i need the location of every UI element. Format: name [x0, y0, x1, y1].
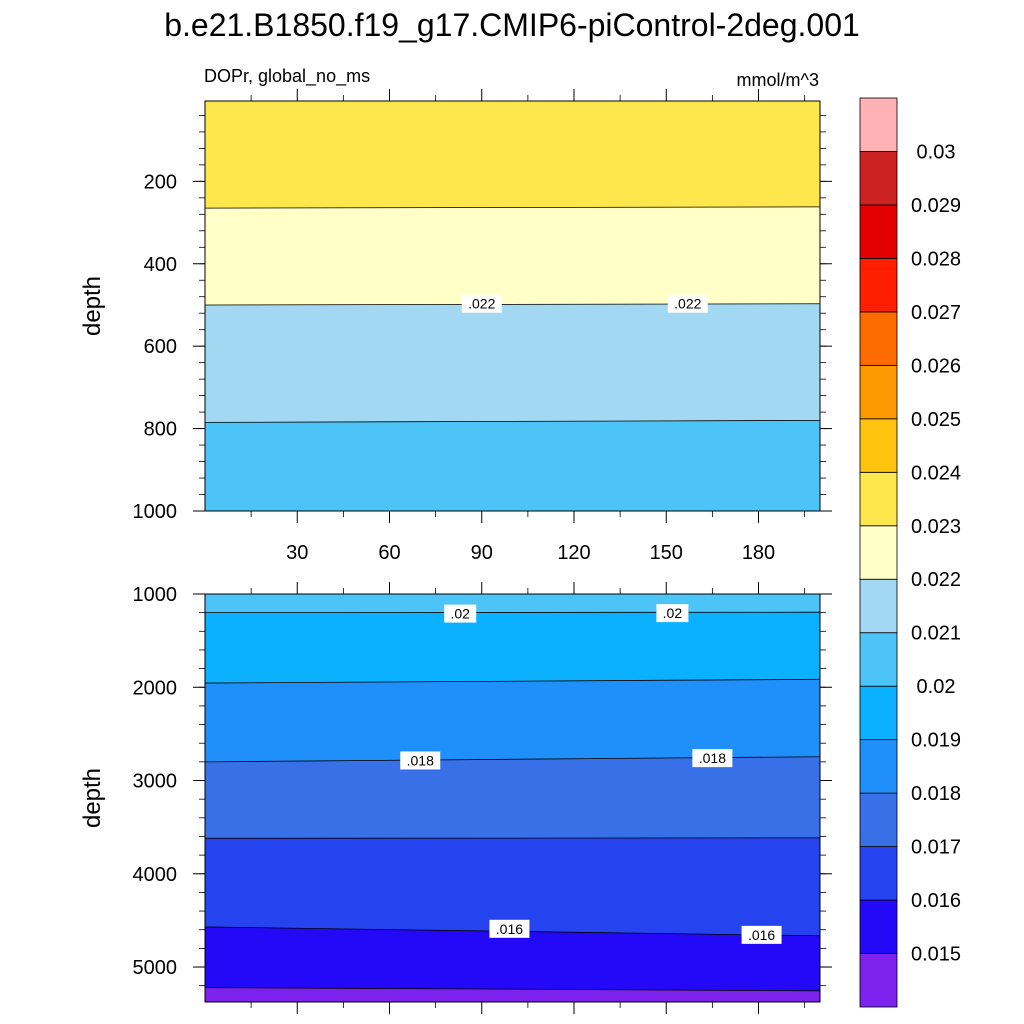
- y-tick-label: 400: [144, 254, 177, 276]
- upper-depth-panel: 200 400 600 800 1000 30 60 90 120 150 180 depth .022…: [79, 89, 832, 564]
- colorbar-label: 0.03: [917, 141, 956, 163]
- contour-label: .022: [461, 294, 502, 313]
- colorbar-label: 0.026: [911, 355, 961, 377]
- y-tick-label: 800: [144, 419, 177, 441]
- colorbar-label: 0.017: [911, 837, 961, 859]
- colorbar-label: 0.015: [911, 944, 961, 966]
- colorbar-swatch: [859, 364, 898, 420]
- contour-label: .018: [400, 751, 441, 770]
- lower-depth-panel: 1000 2000 3000 4000 5000 depth .02 .02 .018 .018.…: [79, 582, 832, 1014]
- colorbar-label: 0.022: [911, 569, 961, 591]
- colorbar-label: 0.027: [911, 302, 961, 324]
- x-tick-label: 180: [742, 542, 775, 564]
- colorbar-swatch: [859, 792, 898, 847]
- svg-text:.022: .022: [468, 296, 495, 312]
- contour-label: .016: [741, 925, 782, 944]
- colorbar-swatch: [859, 899, 898, 954]
- contour-band: [205, 101, 820, 209]
- colorbar-label: 0.016: [911, 890, 961, 912]
- plot-frame: [204, 593, 821, 1003]
- contour-band: [205, 612, 820, 684]
- contour-label: .02: [444, 604, 477, 623]
- colorbar-swatch: [859, 311, 898, 366]
- colorbar-label: 0.02: [917, 676, 956, 698]
- contour-band: [205, 594, 820, 613]
- colorbar-swatch: [859, 204, 898, 259]
- svg-text:.018: .018: [407, 752, 434, 768]
- svg-text:.016: .016: [496, 921, 523, 937]
- contour-line: [204, 303, 821, 306]
- colorbar-swatch: [859, 97, 898, 152]
- contour-line: [204, 206, 821, 209]
- contour-line: [204, 678, 821, 684]
- contour-label: .016: [489, 919, 530, 938]
- svg-text:.022: .022: [674, 296, 701, 312]
- y-tick-label: 200: [144, 171, 177, 193]
- variable-label: DOPr, global_no_ms: [204, 66, 370, 87]
- colorbar-swatch: [859, 418, 898, 473]
- x-tick-label: 90: [471, 542, 493, 564]
- y-axis-label: depth: [79, 768, 106, 828]
- colorbar-swatch: [859, 151, 898, 206]
- contour-band: [205, 926, 820, 991]
- contour-band: [205, 756, 820, 839]
- contour-label: .018: [692, 749, 733, 768]
- contour-band: [205, 206, 820, 305]
- contour-band: [205, 987, 820, 1002]
- colorbar-swatch: [859, 471, 898, 527]
- plot-frame: [204, 100, 821, 512]
- y-tick-label: 1000: [133, 501, 178, 523]
- colorbar-label: 0.023: [911, 516, 961, 538]
- colorbar-label: 0.019: [911, 730, 961, 752]
- x-tick-label: 150: [650, 542, 683, 564]
- colorbar-label: 0.021: [911, 623, 961, 645]
- y-tick-label: 3000: [133, 771, 178, 793]
- contour-line: [204, 419, 821, 423]
- y-axis-label: depth: [79, 276, 106, 336]
- colorbar-label: 0.029: [911, 195, 961, 217]
- contour-band: [205, 679, 820, 762]
- x-tick-label: 30: [286, 542, 308, 564]
- x-tick-label: 120: [557, 542, 590, 564]
- contour-label: .022: [667, 294, 708, 313]
- contour-label: .02: [656, 604, 689, 623]
- colorbar-swatch: [859, 525, 898, 580]
- colorbar-swatch: [859, 258, 898, 313]
- y-tick-label: 4000: [133, 864, 178, 886]
- colorbar-label: 0.018: [911, 783, 961, 805]
- colorbar-swatch: [859, 953, 898, 1008]
- colorbar-swatch: [859, 846, 898, 901]
- x-tick-label: 60: [378, 542, 400, 564]
- svg-text:.02: .02: [663, 605, 683, 621]
- colorbar-label: 0.028: [911, 248, 961, 270]
- contour-band: [205, 420, 820, 511]
- svg-text:.016: .016: [748, 927, 775, 943]
- colorbar-label: 0.025: [911, 409, 961, 431]
- y-tick-label: 600: [144, 336, 177, 358]
- svg-text:.02: .02: [450, 606, 470, 622]
- colorbar-label: 0.024: [911, 462, 961, 484]
- colorbar: 0.015 0.016 0.017 0.018 0.019 0.02 0.021 0.022 0…: [859, 97, 961, 1008]
- colorbar-swatch: [859, 739, 898, 794]
- y-tick-label: 5000: [133, 957, 178, 979]
- contour-band: [205, 303, 820, 423]
- colorbar-swatch: [859, 685, 898, 741]
- colorbar-swatch: [859, 578, 898, 634]
- y-tick-label: 1000: [133, 584, 178, 606]
- contour-line: [204, 987, 821, 992]
- y-tick-label: 2000: [133, 677, 178, 699]
- svg-text:.018: .018: [699, 750, 726, 766]
- chart-title: b.e21.B1850.f19_g17.CMIP6-piControl-2deg…: [164, 7, 860, 43]
- units-label: mmol/m^3: [737, 70, 819, 90]
- contour-band: [205, 837, 820, 936]
- colorbar-swatch: [859, 632, 898, 687]
